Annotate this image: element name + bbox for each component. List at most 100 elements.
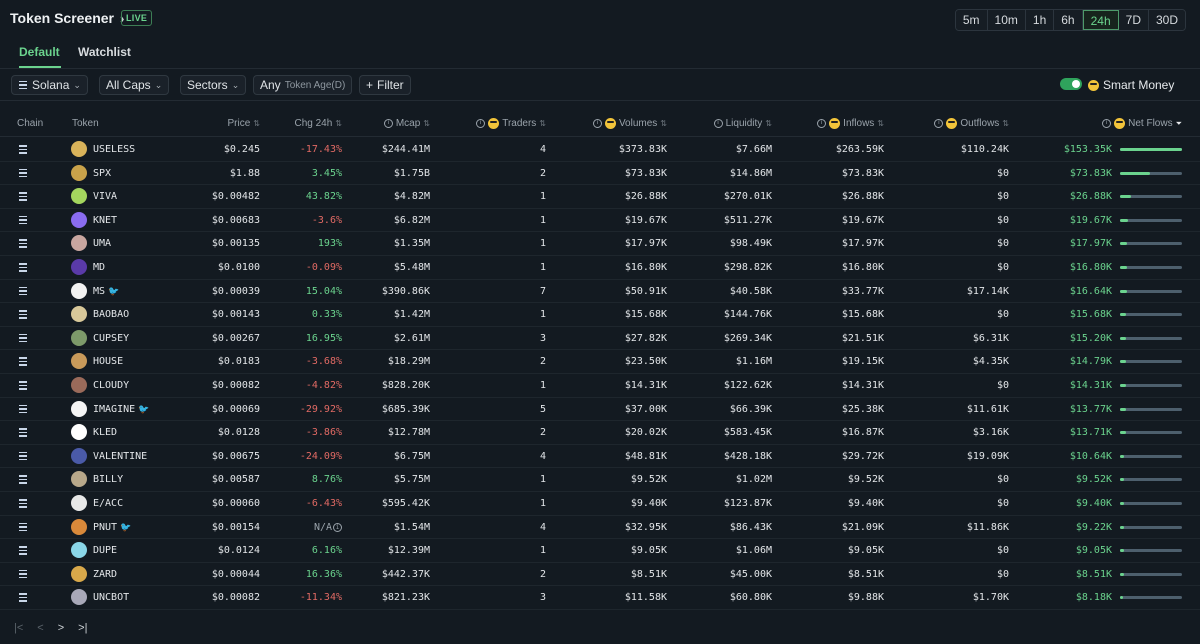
table-row[interactable]: E/ACC $0.00060 -6.43% $595.42K 1 $9.40K $123.8…	[0, 492, 1200, 516]
table-row[interactable]: UMA $0.00135 193% $1.35M 1 $17.97K $98.49K $17.…	[0, 232, 1200, 256]
token-name[interactable]: KLED	[93, 427, 117, 438]
cell-traders: 1	[539, 498, 546, 509]
table-row[interactable]: KLED $0.0128 -3.86% $12.78M 2 $20.02K $583.45K…	[0, 421, 1200, 445]
table-row[interactable]: CLOUDY $0.00082 -4.82% $828.20K 1 $14.31K $122…	[0, 374, 1200, 398]
tab-watchlist[interactable]: Watchlist	[78, 45, 131, 59]
col-liquidity[interactable]: i Liquidity ⇅	[713, 118, 772, 129]
token-name[interactable]: MS 🐦	[93, 286, 119, 297]
col-traders[interactable]: i Traders ⇅	[476, 118, 546, 129]
token-name[interactable]: BILLY	[93, 474, 123, 485]
table-row[interactable]: UNCBOT $0.00082 -11.34% $821.23K 3 $11.58K $60…	[0, 586, 1200, 610]
token-name[interactable]: VIVA	[93, 191, 117, 202]
cell-outflows: $0	[996, 167, 1009, 179]
netflow-bar	[1120, 384, 1182, 387]
token-symbol: BILLY	[93, 474, 124, 486]
table-row[interactable]: BILLY $0.00587 8.76% $5.75M 1 $9.52K $1.02M $9.…	[0, 468, 1200, 492]
table-row[interactable]: VIVA $0.00482 43.82% $4.82M 1 $26.88K $270.01K…	[0, 185, 1200, 209]
info-icon[interactable]: i	[934, 119, 944, 128]
info-icon[interactable]: i	[817, 119, 827, 128]
timeframe-5m[interactable]: 5m	[955, 10, 988, 30]
token-name[interactable]: CLOUDY	[93, 380, 129, 391]
token-name[interactable]: HOUSE	[93, 356, 123, 367]
table-row[interactable]: CUPSEY $0.00267 16.95% $2.61M 3 $27.82K $269.3…	[0, 327, 1200, 351]
table-row[interactable]: MS 🐦 $0.00039 15.04% $390.86K 7 $50.91K $40.58K…	[0, 280, 1200, 304]
info-icon[interactable]: i	[333, 522, 342, 532]
token-name[interactable]: KNET	[93, 215, 117, 226]
cell-traders: 1	[539, 309, 546, 321]
solana-icon	[18, 239, 28, 248]
col-netflows[interactable]: i Net Flows ⏷	[1102, 118, 1182, 129]
solana-icon	[18, 475, 28, 484]
solana-icon	[18, 451, 28, 461]
col-price[interactable]: Price ⇅	[228, 118, 261, 129]
token-name[interactable]: SPX	[93, 168, 111, 179]
cell-mcap: $595.42K	[381, 498, 430, 509]
next-page-button[interactable]: >	[57, 622, 65, 634]
token-name[interactable]: VALENTINE	[93, 451, 147, 462]
table-row[interactable]: SPX $1.88 3.45% $1.75B 2 $73.83K $14.86M $73.83…	[0, 162, 1200, 186]
table-row[interactable]: USELESS $0.245 -17.43% $244.41M 4 $373.83K $7.…	[0, 138, 1200, 162]
token-name[interactable]: USELESS	[93, 144, 135, 155]
token-name[interactable]: ZARD	[93, 569, 117, 580]
cell-outflows: $6.31K	[972, 332, 1009, 344]
table-row[interactable]: KNET $0.00683 -3.6% $6.82M 1 $19.67K $511.27K $…	[0, 209, 1200, 233]
cell-traders: 1	[539, 191, 546, 203]
timeframe-1h[interactable]: 1h	[1025, 10, 1055, 30]
table-row[interactable]: ZARD $0.00044 16.36% $442.37K 2 $8.51K $45.00K…	[0, 563, 1200, 587]
chain-select[interactable]: Solana ⌄	[11, 75, 88, 95]
last-page-button[interactable]: >|	[78, 622, 88, 634]
timeframe-6h[interactable]: 6h	[1054, 10, 1083, 30]
table-row[interactable]: IMAGINE 🐦 $0.00069 -29.92% $685.39K 5 $37.00K $…	[0, 398, 1200, 422]
header-bar: Token Screener › LIVE 5m 10m 1h 6h 24h 7…	[0, 0, 1200, 38]
table-row[interactable]: MD $0.0100 -0.09% $5.48M 1 $16.80K $298.82K $16…	[0, 256, 1200, 280]
token-name[interactable]: UMA	[93, 238, 111, 249]
timeframe-7d[interactable]: 7D	[1118, 10, 1149, 30]
first-page-button[interactable]: |<	[14, 622, 24, 634]
page-title[interactable]: Token Screener ›	[10, 10, 124, 26]
token-symbol: BAOBAO	[93, 309, 130, 321]
info-icon[interactable]: i	[592, 119, 602, 128]
col-chg[interactable]: Chg 24h ⇅	[294, 118, 342, 129]
token-name[interactable]: E/ACC	[93, 498, 123, 509]
token-name[interactable]: UNCBOT	[93, 592, 129, 603]
cell-volumes: $48.81K	[624, 450, 667, 462]
smart-money-toggle[interactable]	[1060, 78, 1082, 90]
token-age-filter[interactable]: Any Token Age(D)	[253, 75, 353, 95]
info-icon[interactable]: i	[476, 119, 486, 128]
timeframe-30d[interactable]: 30D	[1148, 10, 1185, 30]
table-row[interactable]: HOUSE $0.0183 -3.68% $18.29M 2 $23.50K $1.16M $…	[0, 350, 1200, 374]
timeframe-10m[interactable]: 10m	[987, 10, 1026, 30]
col-volumes[interactable]: i Volumes ⇅	[592, 118, 667, 129]
table-row[interactable]: PNUT 🐦 $0.00154 N/A i $1.54M 4 $32.95K $86.43K $2…	[0, 516, 1200, 540]
add-filter-button[interactable]: + Filter	[359, 75, 411, 95]
cell-traders: 7	[539, 285, 546, 297]
sectors-select[interactable]: Sectors ⌄	[180, 75, 247, 95]
col-mcap[interactable]: i Mcap ⇅	[383, 118, 430, 129]
token-name[interactable]: MD	[93, 262, 105, 273]
timeframe-24h[interactable]: 24h	[1082, 10, 1119, 30]
token-name[interactable]: CUPSEY	[93, 333, 129, 344]
info-icon[interactable]: i	[383, 119, 393, 128]
cell-price: $0.0183	[217, 356, 260, 368]
cell-netflows: $153.35K	[1063, 144, 1112, 155]
cell-chg: 0.33%	[311, 309, 342, 321]
cell-traders: 1	[539, 545, 546, 557]
cell-inflows: $25.38K	[841, 403, 884, 415]
prev-page-button[interactable]: <	[37, 622, 44, 634]
caps-select[interactable]: All Caps ⌄	[99, 75, 170, 95]
table-row[interactable]: DUPE $0.0124 6.16% $12.39M 1 $9.05K $1.06M $9.0…	[0, 539, 1200, 563]
col-outflows[interactable]: i Outflows ⇅	[934, 118, 1009, 129]
info-icon[interactable]: i	[1102, 119, 1112, 128]
col-inflows[interactable]: i Inflows ⇅	[817, 118, 884, 129]
cell-traders: 1	[539, 238, 546, 250]
token-name[interactable]: BAOBAO	[93, 309, 129, 320]
table-row[interactable]: BAOBAO $0.00143 0.33% $1.42M 1 $15.68K $144.76…	[0, 303, 1200, 327]
info-icon[interactable]: i	[713, 119, 723, 128]
tab-default[interactable]: Default	[19, 45, 60, 59]
netflow-bar-fill	[1120, 431, 1126, 435]
token-name[interactable]: DUPE	[93, 545, 117, 556]
token-name[interactable]: PNUT 🐦	[93, 522, 131, 533]
token-name[interactable]: IMAGINE 🐦	[93, 404, 149, 415]
sunglasses-icon	[1088, 79, 1099, 91]
table-row[interactable]: VALENTINE $0.00675 -24.09% $6.75M 4 $48.81K $4…	[0, 445, 1200, 469]
